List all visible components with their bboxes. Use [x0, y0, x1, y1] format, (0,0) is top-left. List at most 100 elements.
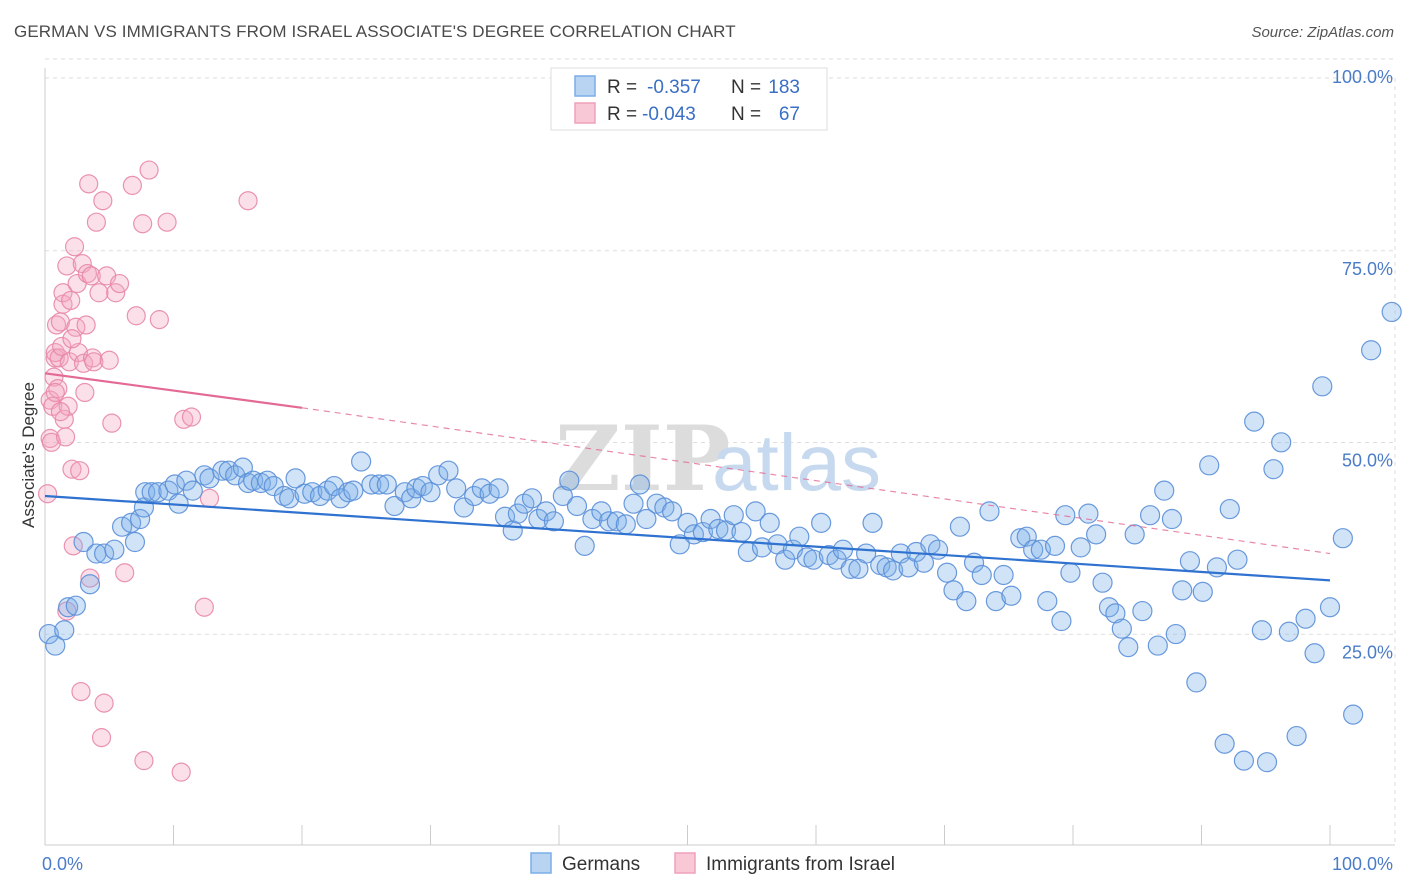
israel-point-47 [102, 413, 122, 433]
german-point-32 [257, 470, 278, 491]
legend-r-label-1: R = [607, 77, 637, 98]
legend-swatch-germans [574, 75, 596, 97]
israel-point-3 [41, 432, 62, 452]
german-point-172 [1286, 725, 1307, 747]
israel-point-12 [52, 336, 72, 357]
israel-point-57 [171, 762, 191, 782]
israel-point-55 [149, 310, 169, 330]
german-point-145 [1098, 597, 1120, 618]
german-point-22 [182, 480, 203, 501]
german-point-124 [949, 516, 971, 537]
german-point-109 [840, 558, 861, 579]
german-point-144 [1092, 572, 1113, 593]
israel-point-42 [91, 728, 112, 748]
israel-point-28 [70, 461, 90, 481]
bottom-legend-swatch-germans [530, 852, 552, 874]
german-point-159 [1192, 581, 1213, 602]
x-tick-labels: 0.0% 100.0% [42, 854, 1393, 874]
bottom-legend-swatch-israel [674, 852, 696, 874]
legend-n-value-1: 183 [768, 77, 800, 98]
israel-point-16 [55, 427, 76, 447]
german-point-157 [1179, 551, 1201, 572]
german-point-148 [1118, 637, 1139, 658]
israel-point-61 [199, 488, 220, 508]
german-point-128 [979, 501, 1000, 522]
watermark-atlas: atlas [712, 418, 881, 507]
german-point-44 [343, 480, 364, 501]
israel-point-23 [63, 536, 83, 556]
german-point-127 [971, 564, 992, 586]
legend-r-label-2: R = [607, 104, 637, 125]
german-point-16 [141, 482, 162, 503]
german-point-48 [376, 474, 397, 495]
german-point-112 [862, 512, 883, 533]
israel-point-65 [45, 382, 65, 403]
german-point-96 [745, 501, 766, 522]
israel-point-50 [115, 563, 135, 583]
watermark-zip: ZIP [555, 406, 730, 512]
german-point-17 [147, 482, 169, 503]
german-point-36 [285, 468, 306, 489]
german-point-81 [629, 474, 651, 495]
german-point-49 [384, 495, 405, 517]
y-tick-label-2: 50.0% [1342, 451, 1393, 471]
german-point-169 [1263, 459, 1284, 480]
german-point-134 [1023, 539, 1044, 560]
german-point-122 [936, 562, 958, 583]
israel-point-52 [126, 306, 146, 326]
israel-point-39 [84, 352, 104, 372]
israel-point-29 [71, 681, 91, 702]
german-point-46 [361, 474, 382, 495]
german-point-74 [574, 535, 595, 556]
germans-trend-line [44, 494, 1331, 582]
german-point-156 [1172, 580, 1193, 601]
german-point-55 [428, 465, 449, 486]
german-point-174 [1304, 643, 1325, 664]
german-point-30 [243, 470, 264, 491]
german-point-151 [1139, 505, 1161, 526]
israel-point-37 [81, 266, 101, 286]
israel-point-49 [109, 273, 130, 294]
german-point-77 [599, 511, 620, 532]
israel-point-51 [122, 175, 142, 195]
x-tick-label-max: 100.0% [1332, 854, 1393, 874]
israel-point-41 [89, 283, 109, 303]
israel-point-36 [80, 568, 100, 588]
german-point-146 [1105, 603, 1126, 624]
israel-point-0 [37, 484, 58, 504]
source-credit: Source: ZipAtlas.com [1251, 24, 1394, 41]
german-point-4 [65, 595, 86, 616]
israel-point-46 [99, 350, 119, 370]
israel-point-32 [75, 382, 95, 403]
german-point-24 [199, 468, 220, 489]
axes [44, 68, 1395, 846]
german-point-8 [94, 543, 115, 564]
israel-point-31 [73, 353, 94, 373]
german-point-13 [129, 508, 151, 530]
german-point-1 [54, 620, 75, 641]
legend: R = -0.357 N = 183 R = -0.043 N = 67 [550, 67, 828, 131]
x-tick-label-min: 0.0% [42, 854, 83, 874]
german-point-56 [438, 460, 459, 481]
german-point-107 [826, 549, 847, 570]
israel-point-44 [94, 693, 114, 713]
legend-n-label-2: N = [731, 104, 761, 125]
german-point-155 [1165, 623, 1186, 645]
israel-point-24 [64, 237, 85, 257]
german-point-168 [1256, 752, 1278, 773]
german-point-100 [775, 549, 796, 570]
y-tick-label-1: 25.0% [1342, 642, 1393, 662]
y-tick-label-4: 100.0% [1332, 67, 1393, 87]
german-point-152 [1147, 635, 1168, 656]
german-point-90 [700, 508, 721, 530]
german-point-154 [1161, 508, 1183, 530]
german-point-163 [1219, 498, 1240, 520]
german-point-59 [464, 485, 485, 507]
german-point-76 [591, 501, 612, 522]
german-point-171 [1278, 621, 1299, 642]
german-point-64 [502, 520, 523, 541]
german-point-71 [552, 485, 573, 507]
german-point-125 [956, 590, 977, 612]
german-point-121 [927, 539, 949, 560]
